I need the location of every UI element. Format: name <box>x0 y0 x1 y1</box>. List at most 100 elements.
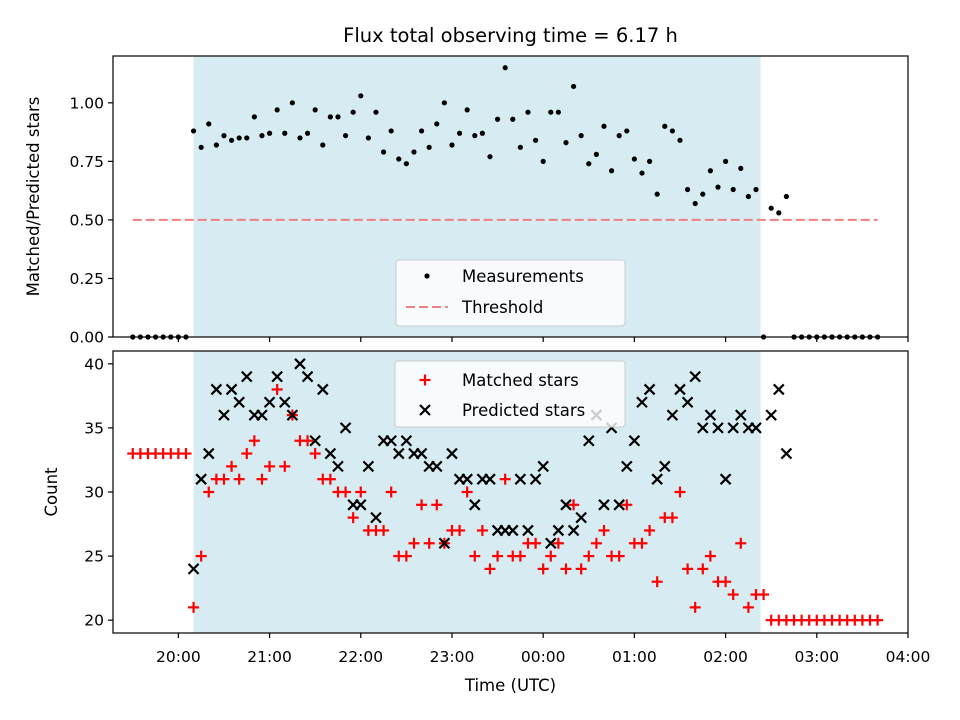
measurement-point <box>715 184 721 190</box>
matched-star-point <box>248 435 260 447</box>
y-tick-label: 0.25 <box>69 270 104 288</box>
matched-star-point <box>423 537 435 549</box>
legend-threshold-label: Threshold <box>461 298 543 317</box>
predicted-star-point <box>278 396 291 409</box>
matched-star-point <box>484 563 496 575</box>
measurement-point <box>707 168 713 174</box>
predicted-star-point <box>712 422 724 434</box>
x-tick-label: 00:00 <box>521 648 566 666</box>
y-tick-label: 30 <box>84 484 104 502</box>
predicted-star-point <box>362 460 375 473</box>
y-tick-label: 1.00 <box>69 94 104 112</box>
matched-star-point <box>651 576 663 588</box>
measurement-point <box>540 158 546 164</box>
predicted-star-point <box>385 434 397 447</box>
matched-star-point <box>537 563 549 575</box>
matched-star-point <box>636 537 648 549</box>
matched-star-point <box>742 601 754 613</box>
measurement-point <box>206 121 212 127</box>
matched-star-point <box>674 486 686 498</box>
measurement-point <box>563 140 569 146</box>
measurement-point <box>517 144 523 150</box>
matched-star-point <box>499 473 511 485</box>
measurement-point <box>251 114 257 120</box>
bottom-legend-box <box>394 360 626 428</box>
measurement-point <box>342 133 349 139</box>
measurement-point <box>525 109 531 115</box>
matched-star-point <box>583 550 595 562</box>
top-x-ticks <box>177 337 909 342</box>
predicted-star-point <box>522 524 534 537</box>
legend-plus-glyph <box>419 374 431 386</box>
matched-star-point <box>218 473 230 485</box>
measurement-point <box>335 114 341 120</box>
matched-star-point <box>279 460 291 472</box>
measurement-point <box>783 193 789 200</box>
matched-star-point <box>233 473 245 485</box>
measurement-point <box>228 137 235 143</box>
measurement-point <box>464 107 470 113</box>
y-tick-label: 35 <box>84 419 104 437</box>
predicted-star-point <box>773 383 785 396</box>
y-tick-label: 40 <box>84 355 104 373</box>
measurement-point <box>373 109 379 115</box>
predicted-star-point <box>537 460 549 473</box>
matched-star-point <box>454 524 466 536</box>
top-measurement-points <box>130 65 881 340</box>
measurement-point <box>472 133 478 139</box>
matched-star-point <box>476 524 488 536</box>
predicted-star-point <box>545 537 557 550</box>
predicted-star-point <box>370 511 382 524</box>
predicted-star-point <box>461 473 473 485</box>
measurement-point <box>768 205 774 211</box>
measurement-point <box>456 130 463 136</box>
predicted-star-point <box>233 396 245 409</box>
measurement-point <box>221 133 227 139</box>
matched-star-points <box>127 383 884 626</box>
measurement-point <box>449 142 455 148</box>
predicted-star-point <box>271 370 283 383</box>
matched-star-point <box>203 486 215 498</box>
predicted-star-point <box>613 499 625 511</box>
measurement-point <box>608 168 615 174</box>
predicted-star-point <box>765 409 777 421</box>
predicted-star-point <box>659 460 671 473</box>
measurement-point <box>654 191 660 197</box>
measurement-point <box>570 83 577 90</box>
measurement-point <box>593 151 599 157</box>
measurement-point <box>502 65 508 71</box>
predicted-star-point <box>552 524 565 537</box>
matched-star-point <box>598 524 610 536</box>
predicted-star-point <box>484 473 496 485</box>
predicted-star-point <box>469 499 481 511</box>
predicted-star-point <box>316 383 329 396</box>
measurement-point <box>745 193 751 200</box>
matched-star-point <box>568 499 580 511</box>
measurement-point <box>586 161 592 167</box>
matched-star-point <box>340 486 352 498</box>
legend-matched-marker <box>419 374 431 386</box>
legend-cross-glyph <box>419 404 431 416</box>
matched-star-point <box>552 537 564 549</box>
predicted-star-point <box>210 383 223 396</box>
predicted-star-point <box>309 434 321 447</box>
measurement-point <box>631 156 637 162</box>
measurement-point <box>494 116 501 122</box>
predicted-star-point <box>507 524 519 537</box>
matched-star-point <box>180 448 192 460</box>
matched-star-point <box>727 589 739 601</box>
predicted-star-point <box>400 434 413 447</box>
matched-star-point <box>195 550 207 562</box>
x-tick-label: 21:00 <box>247 648 292 666</box>
predicted-star-point <box>514 473 527 485</box>
y-tick-label: 0.00 <box>69 329 104 347</box>
matched-star-point <box>613 550 625 562</box>
measurement-point <box>403 161 409 167</box>
bottom-legend: Matched stars Predicted stars <box>394 360 626 428</box>
legend-predicted-marker <box>419 404 431 416</box>
matched-star-point <box>530 537 542 549</box>
measurement-point <box>646 158 653 164</box>
y-tick-label: 25 <box>84 548 104 566</box>
measurement-point <box>190 128 197 134</box>
